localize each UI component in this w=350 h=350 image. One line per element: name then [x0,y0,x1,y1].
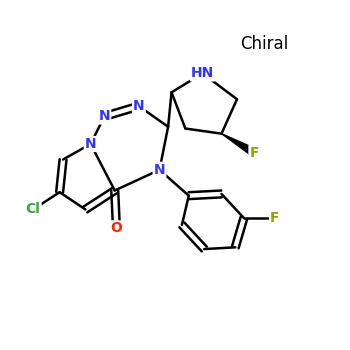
Text: N: N [85,137,96,151]
Text: HN: HN [191,66,214,80]
Text: O: O [111,222,122,236]
Text: N: N [154,163,165,177]
Text: N: N [133,99,145,113]
Text: F: F [250,146,259,160]
Text: N: N [99,110,110,124]
Text: Chiral: Chiral [240,35,289,53]
Text: F: F [270,211,280,225]
Text: Cl: Cl [26,202,41,216]
Polygon shape [222,134,256,156]
